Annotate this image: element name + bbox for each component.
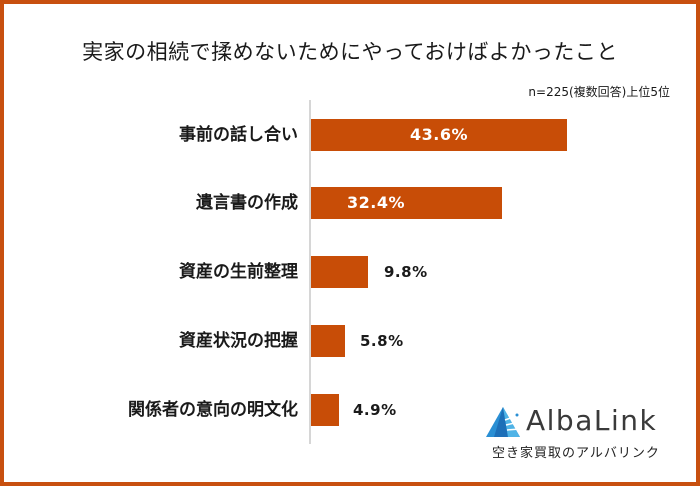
sample-note: n=225(複数回答)上位5位 bbox=[528, 85, 670, 99]
chart-title: 実家の相続で揉めないためにやっておけばよかったこと bbox=[82, 40, 618, 64]
logo-name: AlbaLink bbox=[526, 404, 658, 437]
bar-row: 遺言書の作成 32.4% bbox=[0, 187, 700, 219]
bar bbox=[311, 119, 567, 151]
value-label: 9.8% bbox=[384, 263, 428, 281]
bar-row: 事前の話し合い 43.6% bbox=[0, 119, 700, 151]
category-label: 遺言書の作成 bbox=[196, 193, 298, 213]
bar-row: 資産の生前整理 9.8% bbox=[0, 256, 700, 288]
bar-row: 関係者の意向の明文化 4.9% bbox=[0, 394, 700, 426]
category-label: 資産の生前整理 bbox=[179, 262, 298, 282]
value-label: 5.8% bbox=[360, 332, 404, 350]
bar bbox=[311, 325, 345, 357]
y-axis-line bbox=[309, 100, 311, 444]
albalink-logo: AlbaLink 空き家買取のアルバリンク bbox=[486, 402, 676, 462]
bar bbox=[311, 394, 339, 426]
category-label: 事前の話し合い bbox=[179, 125, 298, 145]
value-label: 43.6% bbox=[409, 125, 468, 144]
bar bbox=[311, 256, 368, 288]
value-label: 32.4% bbox=[346, 193, 405, 212]
category-label: 関係者の意向の明文化 bbox=[128, 400, 298, 420]
category-label: 資産状況の把握 bbox=[179, 331, 298, 351]
logo-tagline: 空き家買取のアルバリンク bbox=[492, 446, 660, 461]
bar-row: 資産状況の把握 5.8% bbox=[0, 325, 700, 357]
value-label: 4.9% bbox=[353, 401, 397, 419]
triangle-logo-icon bbox=[486, 407, 520, 437]
bar bbox=[311, 187, 502, 219]
